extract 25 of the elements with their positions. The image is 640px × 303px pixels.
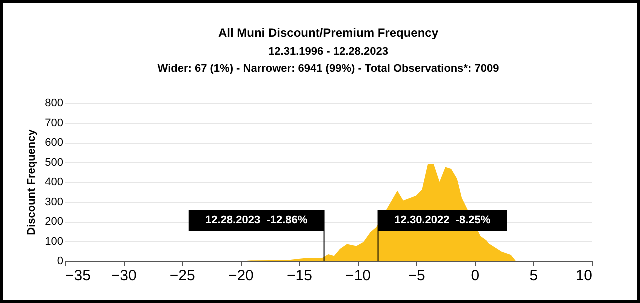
text: Wider: 67 (1%) - Narrower: 6941 (99%) - Total Observations*: 7009 [158,63,500,75]
chart-title: All Muni Discount/Premium Frequency [218,26,439,40]
y-tick-label: 500 [45,156,64,169]
x-tick-label: 0 [471,268,480,284]
x-tick-label: 5 [530,268,538,284]
y-tick-label: 200 [45,216,64,228]
y-tick-label: 800 [45,98,64,110]
y-tick-label: 700 [45,117,64,130]
x-tick-label: −10 [346,268,372,284]
x-tick-label: −5 [408,268,426,284]
y-tick-label: 0 [57,256,64,268]
y-tick-label: 300 [45,196,64,208]
x-tick-label: −30 [111,268,137,284]
x-tick-label: −35 [66,268,91,284]
y-tick-label: 100 [45,236,64,248]
ref-line-label: 12.28.2023 -12.86% [206,214,308,227]
y-axis-title: Discount Frequency [26,128,38,236]
ref-line-label: 12.30.2022 -8.25% [394,214,491,227]
y-tick-label: 400 [45,176,64,188]
y-tick-label: 600 [45,137,64,149]
x-tick-label: −25 [170,268,196,284]
x-tick-label: −20 [228,268,254,284]
x-tick-label: 10 [576,268,592,284]
chart-subtitle: 12.31.1996 - 12.28.2023 [268,46,388,58]
x-tick-label: −15 [286,268,312,284]
